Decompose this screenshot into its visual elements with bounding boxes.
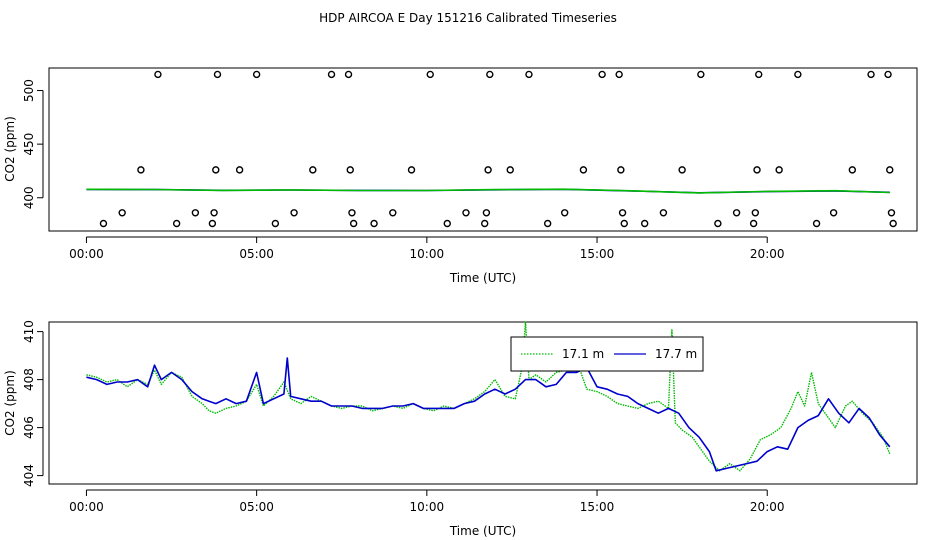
x-tick-label: 00:00 [69,500,104,514]
calibration-point [617,166,625,174]
x-axis-1: 00:00 05:00 10:00 15:00 20:00 [69,236,785,261]
legend: 17.1 m 17.7 m [510,336,704,372]
x-tick-label: 20:00 [750,500,785,514]
x-tick-label: 15:00 [580,500,615,514]
calibration-panel: 00:00 05:00 10:00 15:00 20:00 400 450 500 Time… [3,67,918,285]
calibration-point [678,166,686,174]
calibration-point [370,219,378,228]
calibration-point [755,70,763,79]
y-tick-label: 404 [22,464,36,487]
calibration-point [753,166,761,174]
calibration-point [506,166,514,174]
x-tick-label: 05:00 [239,247,274,261]
plot-marks-2 [86,321,891,472]
calibration-point [154,70,162,79]
x-tick-label: 15:00 [580,247,615,261]
x-axis-2: 00:00 05:00 10:00 15:00 20:00 [69,489,785,514]
y-tick-label: 406 [22,416,36,439]
series-line-17-7-m [86,357,891,472]
calibration-point [172,219,181,228]
legend-label-17-7m: 17.7 m [655,347,697,361]
calibration-point [462,209,470,217]
calibration-point [389,209,397,217]
y-tick-label: 450 [22,133,36,156]
y-tick-label: 408 [22,368,36,391]
calibration-point [714,219,722,228]
timeseries-panel: 00:00 05:00 10:00 15:00 20:00 404 406 408 410 T… [3,320,918,538]
calibration-point [751,209,760,217]
calibration-point [271,219,280,228]
plot-marks-1 [86,70,897,228]
y-axis-2: 404 406 408 410 [22,320,44,487]
calibration-point [884,70,892,79]
calibration-point [481,219,489,228]
calibration-point [443,219,451,228]
y-axis-label-2: CO2 (ppm) [3,370,17,436]
calibration-point [348,209,356,217]
calibration-point [327,70,336,79]
x-tick-label: 00:00 [69,247,104,261]
chart-title: HDP AIRCOA E Day 151216 Calibrated Times… [319,11,617,25]
x-tick-label: 10:00 [410,247,445,261]
calibration-point [212,166,220,174]
calibration-point [640,219,649,228]
x-tick-label: 05:00 [239,500,274,514]
calibration-point [887,209,896,217]
x-axis-label-1: Time (UTC) [449,271,516,285]
calibration-point [137,166,145,174]
calibration-point [346,166,354,174]
x-tick-label: 20:00 [750,247,785,261]
calibration-point [775,166,783,174]
calibration-point [615,70,623,79]
calibration-point [208,219,217,228]
y-axis-1: 400 450 500 [22,79,44,209]
calibration-point [659,209,668,217]
calibration-point [867,70,875,79]
series-line-17-1-m [86,321,891,472]
calibration-point [344,70,353,79]
calibration-point [579,166,588,174]
y-tick-label: 500 [22,79,36,102]
calibration-point [889,219,897,228]
calibration-point [848,166,857,174]
calibration-point [349,219,358,228]
plot-frame-1 [48,67,918,232]
calibration-point [525,70,533,79]
calibration-point [697,70,705,79]
calibration-point [560,209,569,217]
calibration-point [620,219,628,228]
x-axis-label-2: Time (UTC) [449,524,516,538]
y-tick-label: 410 [22,320,36,343]
calibration-point [99,219,108,228]
y-tick-label: 400 [22,186,36,209]
calibration-point [407,166,416,174]
calibration-point [309,166,317,174]
calibration-point [732,209,741,217]
x-tick-label: 10:00 [410,500,445,514]
calibration-point [482,209,491,217]
y-axis-label-1: CO2 (ppm) [3,116,17,182]
calibration-point [118,209,126,217]
calibration-point [252,70,261,79]
calibration-point [829,209,838,217]
calibration-point [618,209,627,217]
legend-label-17-1m: 17.1 m [562,347,604,361]
calibration-point [543,219,552,228]
calibration-point [235,166,244,174]
calibration-point [886,166,894,174]
calibration-point [426,70,434,79]
calibration-point [484,166,492,174]
calibration-point [191,209,200,217]
calibration-point [749,219,758,228]
calibration-point [486,70,494,79]
calibration-point [210,209,218,217]
calibration-point [598,70,606,79]
calibration-point [213,70,222,79]
calibration-point [794,70,802,79]
series-line-17-1-m [86,188,890,194]
calibration-point [290,209,298,217]
calibration-point [812,219,821,228]
plot-frame-2 [48,321,918,485]
